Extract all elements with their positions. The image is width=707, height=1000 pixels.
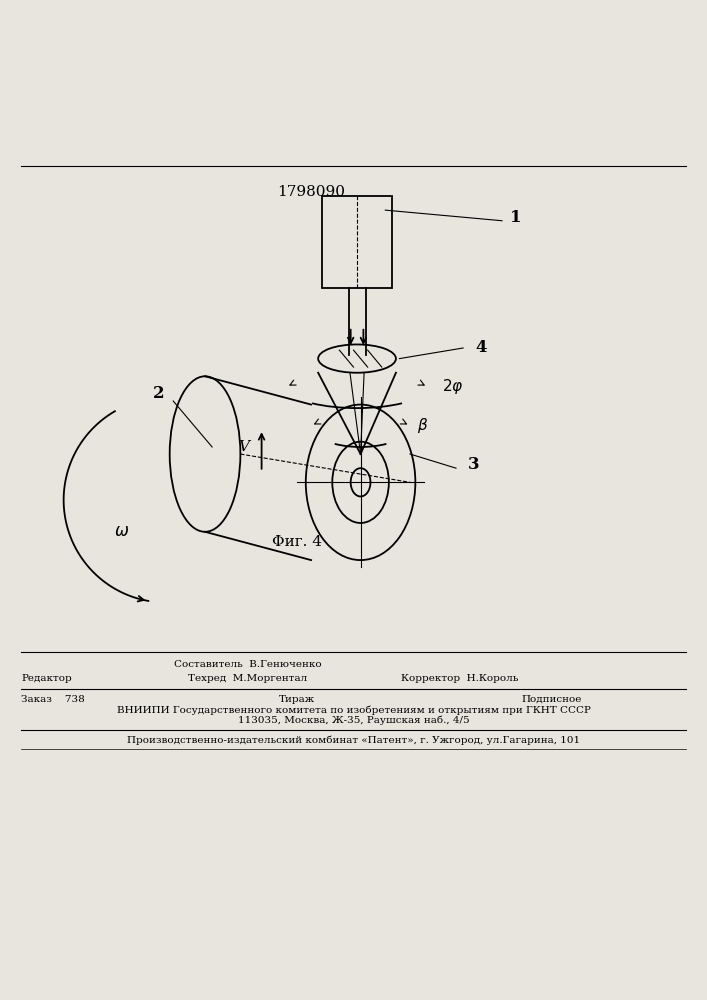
- Text: Корректор  Н.Король: Корректор Н.Король: [401, 674, 518, 683]
- Text: ВНИИПИ Государственного комитета по изобретениям и открытиям при ГКНТ СССР: ВНИИПИ Государственного комитета по изоб…: [117, 705, 590, 715]
- Text: Производственно-издательский комбинат «Патент», г. Ужгород, ул.Гагарина, 101: Производственно-издательский комбинат «П…: [127, 736, 580, 745]
- Text: Составитель  В.Генюченко: Составитель В.Генюченко: [174, 660, 321, 669]
- Text: Φиг. 4: Φиг. 4: [272, 535, 322, 549]
- Text: 3: 3: [468, 456, 479, 473]
- Text: 4: 4: [475, 339, 486, 356]
- Text: 1798090: 1798090: [277, 185, 345, 199]
- Text: $\beta$: $\beta$: [417, 416, 428, 435]
- Text: Техред  М.Моргентал: Техред М.Моргентал: [188, 674, 307, 683]
- Text: $\omega$: $\omega$: [114, 523, 129, 540]
- Text: V: V: [238, 440, 250, 454]
- Text: 2: 2: [153, 385, 165, 402]
- Text: Редактор: Редактор: [21, 674, 72, 683]
- Text: $2\varphi$: $2\varphi$: [442, 377, 464, 396]
- Text: Тираж: Тираж: [279, 695, 315, 704]
- Text: Подписное: Подписное: [521, 695, 582, 704]
- Text: 113035, Москва, Ж-35, Раушская наб., 4/5: 113035, Москва, Ж-35, Раушская наб., 4/5: [238, 716, 469, 725]
- Text: 1: 1: [510, 209, 522, 226]
- Text: Заказ    738: Заказ 738: [21, 695, 85, 704]
